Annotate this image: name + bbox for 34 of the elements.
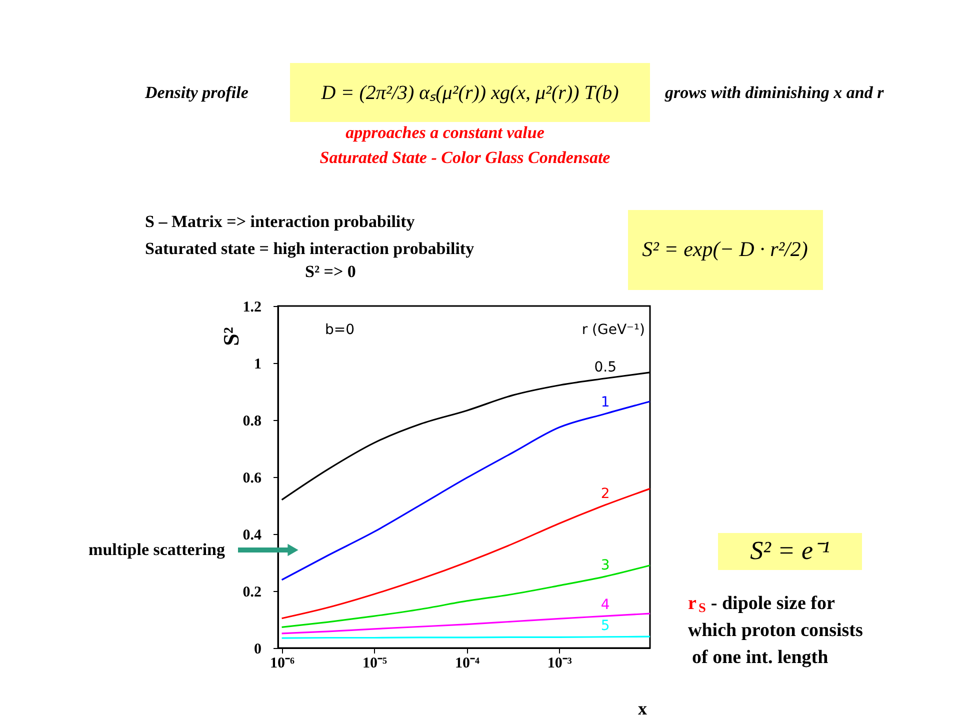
text: S² => 0 <box>305 262 356 281</box>
legend-title: r (GeV⁻¹) <box>582 322 645 338</box>
text: S² = exp(− D · r²/2) <box>642 237 808 261</box>
text: approaches a constant value <box>346 123 545 142</box>
series-label: 5 <box>600 618 610 634</box>
y-tick-label: 1 <box>254 356 262 372</box>
series-label: 2 <box>600 486 610 502</box>
series-label: 1 <box>600 394 610 411</box>
y-tick-label: 0.6 <box>242 470 262 486</box>
y-tick-label: 0.2 <box>242 584 262 600</box>
y-tick-label: 0 <box>254 642 262 658</box>
series-label: 3 <box>600 557 610 574</box>
x-tick-label: 10⁻⁵ <box>362 656 388 672</box>
text: Saturated State - Color Glass Condensate <box>320 148 611 167</box>
text: D = (2π²/3) αₛ(μ²(r)) xg(x, μ²(r)) T(b) <box>320 82 620 104</box>
x-tick-label: 10⁻³ <box>547 656 572 672</box>
text: S² = e⁻¹ <box>750 536 830 565</box>
series-label: 0.5 <box>594 359 617 376</box>
annotation: b=0 <box>325 322 355 338</box>
x-tick-label: 10⁻⁴ <box>454 656 480 672</box>
text: grows with diminishing x and r <box>664 83 884 102</box>
text: Saturated state = high interaction probability <box>145 239 475 258</box>
y-tick-label: 0.4 <box>242 528 262 544</box>
x-tick-label: 10⁻⁶ <box>270 656 296 672</box>
y-tick-label: 0.8 <box>242 414 262 430</box>
text: of one int. length <box>692 647 829 668</box>
text: multiple scattering <box>88 540 226 559</box>
x-axis-title: x <box>638 698 647 718</box>
text: S – Matrix => interaction probability <box>145 212 416 231</box>
text: Density profile <box>144 83 249 102</box>
y-axis-title: S² <box>218 326 244 346</box>
text: which proton consists <box>688 620 863 641</box>
series-label: 4 <box>600 597 610 614</box>
y-tick-label: 1.2 <box>242 300 262 316</box>
